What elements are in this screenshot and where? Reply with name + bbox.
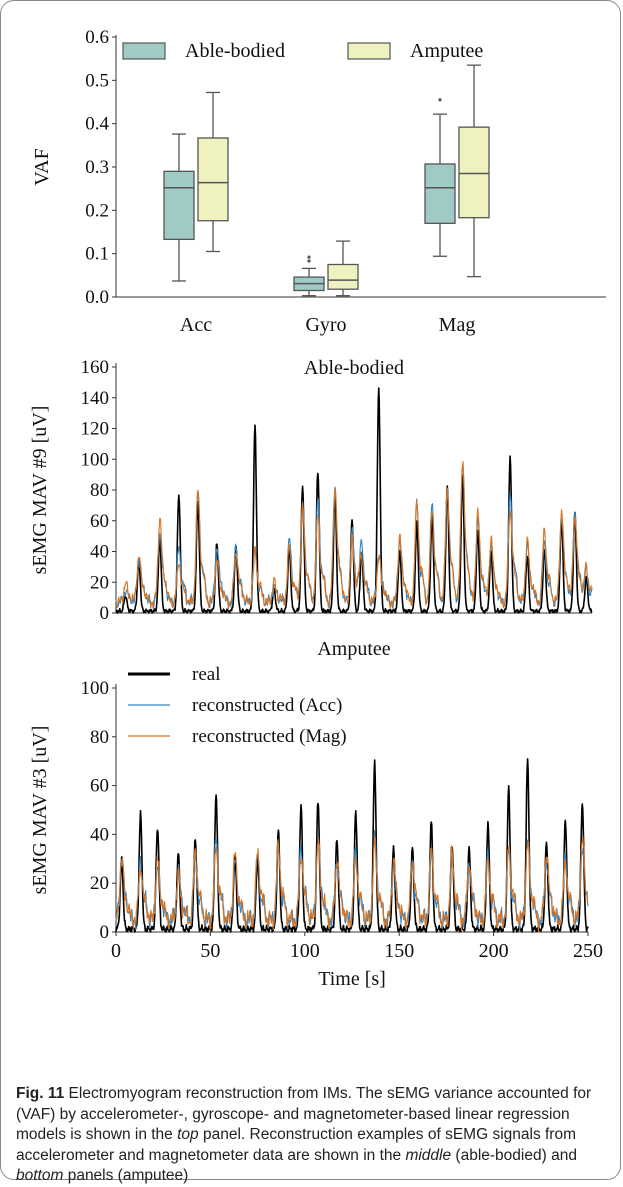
y-tick-label: 100: [81, 678, 110, 699]
caption-em-top: top: [177, 1126, 199, 1143]
caption-text-4: panels (amputee): [63, 1167, 189, 1184]
box-iqr: [424, 163, 456, 224]
box-y-tick-label: 0.1: [85, 244, 109, 265]
y-tick-label: 0: [100, 603, 110, 624]
box-able-bodied-gyro: [293, 255, 325, 297]
amputee-emg-plot: 0 20 40 60 80 100 0 50 100 150 200 250 sEMG MAV #3 […: [29, 638, 603, 990]
box-legend: Able-bodied Amputee: [122, 40, 483, 62]
box-able-bodied-mag: [424, 98, 456, 257]
panel-title: Amputee: [317, 638, 390, 660]
x-tick-label: 250: [573, 940, 603, 962]
box-y-tick-label: 0.2: [85, 200, 109, 221]
y-tick-label: 160: [81, 357, 110, 378]
y-tick-label: 120: [81, 419, 110, 440]
y-tick-label: 140: [81, 388, 110, 409]
y-tick-label: 80: [90, 480, 109, 501]
y-tick-label: 80: [90, 727, 109, 748]
vaf-boxplot: 0.0 0.1 0.2 0.3 0.4 0.5 0.6 VAF Acc Gyro Mag Able-b…: [31, 27, 606, 336]
box-amputee-gyro: [327, 240, 359, 297]
y-tick-label: 20: [90, 572, 109, 593]
line-legend: real reconstructed (Acc) reconstructed (Ma…: [128, 664, 347, 747]
box-outlier: [307, 255, 311, 259]
y-tick-label: 20: [90, 873, 109, 894]
series-line-real: [115, 758, 589, 933]
caption-label: Fig. 11: [16, 1085, 65, 1102]
box-x-tick-label: Gyro: [305, 314, 346, 336]
x-tick-label: 0: [111, 940, 121, 962]
y-tick-label: 100: [81, 449, 110, 470]
y-axis-label: sEMG MAV #9 [uV]: [29, 406, 51, 575]
x-axis-label: Time [s]: [318, 968, 386, 990]
box-iqr: [197, 137, 229, 222]
box-amputee-mag: [458, 64, 490, 278]
y-tick-label: 40: [90, 824, 109, 845]
box-iqr: [458, 126, 490, 219]
legend-label-0: real: [192, 664, 220, 685]
y-tick-label: 40: [90, 542, 109, 563]
box-y-tick-label: 0.0: [85, 287, 109, 308]
box-iqr: [327, 263, 359, 290]
panel-title: Able-bodied: [304, 357, 404, 379]
box-outlier: [438, 98, 442, 102]
series-line-reconstructed-mag: [115, 835, 589, 933]
legend-label-2: reconstructed (Mag): [192, 726, 347, 747]
caption-text-2: panel. Reconstruction examples of sEMG s…: [16, 1126, 576, 1164]
box-outlier: [307, 259, 311, 263]
caption-text-3: (able-bodied) and: [451, 1146, 577, 1164]
box-able-bodied-acc: [163, 133, 195, 282]
box-amputee-acc: [197, 91, 229, 253]
box-x-tick-label: Mag: [439, 314, 476, 336]
box-y-axis-label: VAF: [31, 148, 53, 185]
caption-em-middle: middle: [405, 1146, 452, 1164]
able-bodied-emg-plot: 0 20 40 60 80 100 120 140 160 sEMG MAV #9 [uV] Abl…: [29, 357, 593, 624]
figure-caption: Fig. 11 Electromyogram reconstruction fr…: [16, 1084, 611, 1187]
y-tick-label: 60: [90, 776, 109, 797]
caption-text-1: Electromyogram reconstruction from IMs. …: [16, 1085, 592, 1143]
box-y-tick-label: 0.3: [85, 157, 109, 178]
y-tick-label: 0: [100, 922, 110, 943]
series-line-reconstructed-mag: [115, 461, 593, 610]
box-y-tick-label: 0.6: [85, 27, 109, 48]
legend-label-1: Amputee: [410, 40, 483, 62]
series-line-real: [115, 387, 593, 614]
legend-label-1: reconstructed (Acc): [192, 695, 342, 716]
box-y-tick-label: 0.5: [85, 70, 109, 91]
y-axis-label: sEMG MAV #3 [uV]: [29, 726, 51, 895]
box-x-tick-label: Acc: [180, 314, 212, 336]
box-y-tick-label: 0.4: [85, 114, 109, 135]
x-tick-label: 50: [200, 940, 220, 962]
y-tick-label: 60: [90, 511, 109, 532]
x-tick-label: 200: [479, 940, 509, 962]
x-tick-label: 150: [384, 940, 414, 962]
x-tick-label: 100: [290, 940, 320, 962]
legend-swatch-1: [347, 42, 391, 60]
legend-swatch-0: [122, 42, 166, 60]
caption-em-bottom: bottom: [16, 1167, 64, 1184]
legend-label-0: Able-bodied: [185, 40, 285, 62]
box-iqr: [163, 170, 195, 241]
